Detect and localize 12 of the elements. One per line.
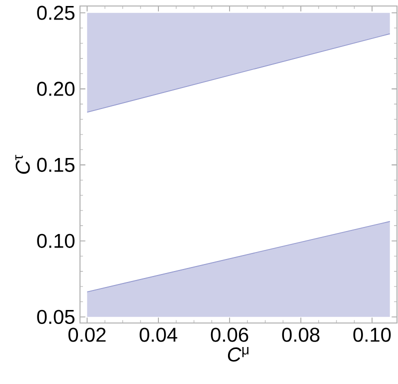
- x-tick-label: 0.10: [353, 328, 391, 342]
- x-tick-label: 0.08: [282, 328, 320, 342]
- y-axis-title: C$^{τ}$: [15, 154, 30, 174]
- x-tick-label: 0.06: [210, 328, 248, 342]
- y-tick-label: 0.20: [37, 82, 74, 96]
- y-tick-label: 0.05: [37, 310, 74, 324]
- y-tick-label: 0.25: [37, 6, 74, 20]
- x-tick-label: 0.02: [68, 328, 106, 342]
- y-tick-label: 0.15: [37, 158, 74, 172]
- y-tick-label: 0.10: [37, 234, 74, 248]
- x-tick-label: 0.04: [140, 328, 178, 342]
- x-axis-title: C$^{μ}$: [228, 347, 248, 362]
